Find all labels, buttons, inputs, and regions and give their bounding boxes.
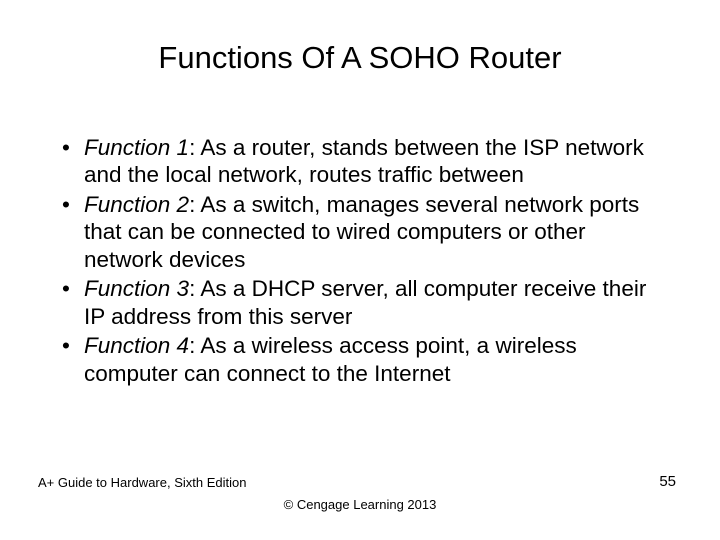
bullet-list: Function 1: As a router, stands between … (50, 134, 670, 387)
bullet-label: Function 2 (84, 192, 189, 217)
slide-title: Functions Of A SOHO Router (50, 40, 670, 76)
bullet-item: Function 4: As a wireless access point, … (62, 332, 670, 387)
page-number: 55 (659, 473, 676, 490)
bullet-label: Function 1 (84, 135, 189, 160)
bullet-item: Function 2: As a switch, manages several… (62, 191, 670, 273)
bullet-label: Function 4 (84, 333, 189, 358)
bullet-item: Function 1: As a router, stands between … (62, 134, 670, 189)
bullet-item: Function 3: As a DHCP server, all comput… (62, 275, 670, 330)
slide: Functions Of A SOHO Router Function 1: A… (0, 0, 720, 540)
footer-copyright: © Cengage Learning 2013 (0, 497, 720, 512)
bullet-label: Function 3 (84, 276, 189, 301)
footer-book-title: A+ Guide to Hardware, Sixth Edition (38, 475, 246, 490)
